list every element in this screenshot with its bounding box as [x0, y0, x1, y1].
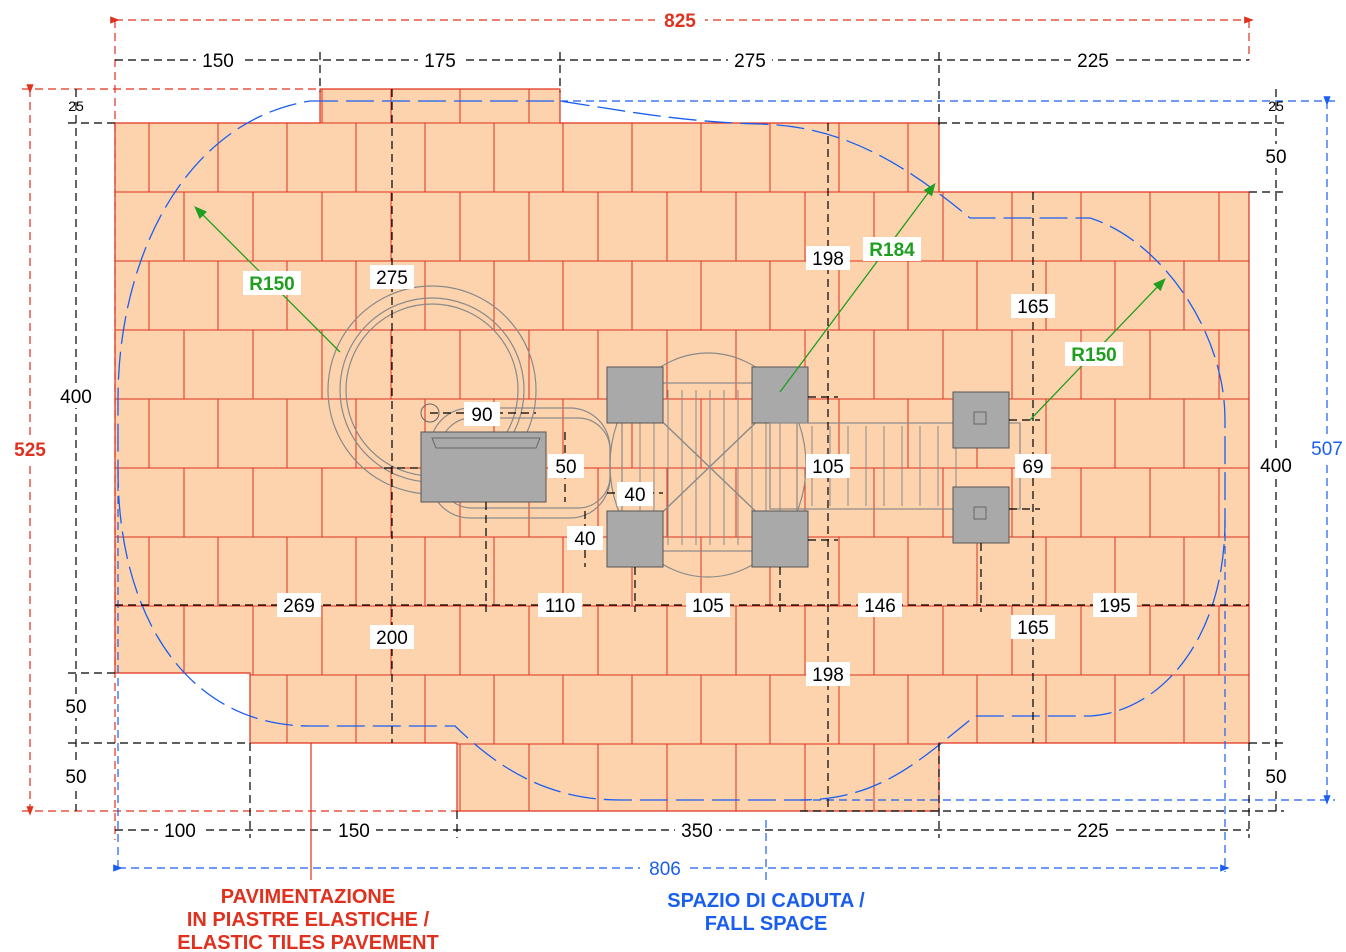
row-105: 105	[692, 596, 724, 617]
bridge-post-bottom	[952, 486, 1010, 544]
top-dimensions: 150 175 275 225	[115, 48, 1249, 125]
row-110: 110	[545, 596, 575, 617]
fall-caption-1: SPAZIO DI CADUTA /	[667, 890, 865, 912]
right-dimensions: 25 50 400 50	[800, 89, 1298, 812]
fall-height-label: 507	[1311, 439, 1343, 460]
radius-center: R184	[869, 240, 915, 261]
playground-equipment	[327, 285, 1021, 578]
tower-platform	[621, 382, 798, 552]
dim-198-top: 198	[812, 249, 844, 270]
bridge-post-bottom-cap	[973, 506, 987, 520]
radius-left: R150	[249, 274, 294, 295]
left-h-50a: 50	[65, 697, 86, 718]
left-h-25: 25	[68, 98, 84, 114]
right-h-400: 400	[1260, 456, 1292, 477]
top-seg-4: 225	[1077, 51, 1109, 72]
top-seg-1: 150	[202, 51, 234, 72]
dim-69: 69	[1022, 457, 1043, 478]
left-h-400: 400	[60, 387, 92, 408]
pavement-caption-1: PAVIMENTAZIONE	[221, 886, 395, 908]
left-h-50b: 50	[65, 767, 86, 788]
overall-width-label: 825	[664, 11, 696, 32]
fall-space-dimensions: 806 507	[113, 96, 1345, 880]
dim-165-bottom: 165	[1017, 618, 1049, 639]
tower-post-se	[751, 510, 809, 568]
row-146: 146	[864, 596, 896, 617]
sandbox-rim	[431, 437, 541, 449]
dim-165-top: 165	[1017, 297, 1049, 318]
tower-post-sw	[606, 510, 664, 568]
dim-40-h: 40	[624, 485, 645, 506]
bottom-seg-4: 225	[1077, 821, 1109, 842]
tower-post-nw	[606, 366, 664, 424]
tower-post-ne	[751, 366, 809, 424]
interior-dimensions: 275 200 198 105 198 165 69 165 90 50 40 …	[115, 89, 1249, 811]
elastic-tile-pavement	[114, 88, 1250, 812]
pavement-caption-2: IN PIASTRE ELASTICHE /	[187, 909, 430, 931]
pavement-caption-3: ELASTIC TILES PAVEMENT	[177, 932, 439, 952]
dim-90: 90	[471, 405, 492, 426]
radius-annotations: R150 R184 R150	[194, 182, 1166, 421]
dim-40-v: 40	[574, 529, 595, 550]
sandbox-panel	[420, 431, 547, 503]
bottom-seg-2: 150	[338, 821, 370, 842]
overall-dimensions: 825 525	[6, 8, 1254, 840]
fall-caption-2: FALL SPACE	[705, 913, 828, 935]
dim-275: 275	[376, 268, 408, 289]
dim-198-bottom: 198	[812, 665, 844, 686]
overall-height-label: 525	[14, 440, 46, 461]
bottom-dimensions: 100 150 350 225	[115, 743, 1250, 842]
dim-105: 105	[812, 457, 844, 478]
top-seg-2: 175	[424, 51, 456, 72]
bottom-seg-1: 100	[164, 821, 196, 842]
bottom-seg-3: 350	[681, 821, 713, 842]
row-269: 269	[283, 596, 315, 617]
post-circle	[420, 403, 440, 423]
fall-width-label: 806	[649, 859, 681, 880]
bridge-post-top	[952, 391, 1010, 449]
right-h-25: 25	[1268, 98, 1284, 114]
top-seg-3: 275	[734, 51, 766, 72]
radius-right: R150	[1071, 345, 1116, 366]
dim-50: 50	[555, 457, 576, 478]
right-h-50b: 50	[1265, 767, 1286, 788]
row-195: 195	[1099, 596, 1131, 617]
fall-space-outline	[117, 100, 1226, 801]
bridge-post-top-cap	[973, 411, 987, 425]
left-dimensions: 25 400 50 50	[54, 89, 250, 811]
dim-200: 200	[376, 628, 408, 649]
right-h-50a: 50	[1265, 147, 1286, 168]
